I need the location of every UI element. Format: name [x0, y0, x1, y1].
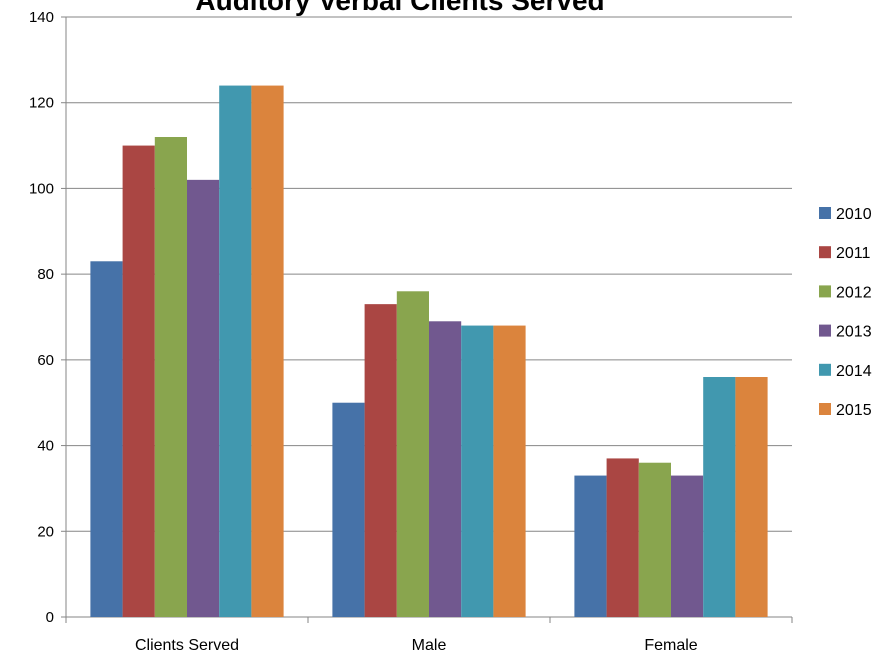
- x-category-label: Male: [412, 637, 447, 654]
- legend-swatch: [819, 403, 831, 415]
- bar: [187, 179, 220, 617]
- bar: [429, 321, 462, 617]
- y-tick-label: 40: [37, 438, 54, 455]
- legend-label: 2013: [836, 324, 872, 341]
- legend-label: 2015: [836, 402, 872, 419]
- bar: [251, 85, 284, 618]
- y-tick-label: 80: [37, 266, 54, 283]
- bar: [574, 475, 607, 617]
- x-category-label: Female: [644, 637, 697, 654]
- bars: [90, 85, 768, 618]
- bar: [671, 475, 704, 617]
- bar: [364, 304, 397, 617]
- bar: [332, 402, 365, 617]
- legend-label: 2010: [836, 206, 872, 223]
- bar: [219, 85, 252, 618]
- bar: [703, 377, 736, 617]
- legend-swatch: [819, 285, 831, 298]
- legend-swatch: [819, 246, 831, 259]
- bar: [638, 462, 671, 617]
- y-tick-label: 60: [37, 352, 54, 369]
- bar: [606, 458, 639, 617]
- y-tick-label: 20: [37, 523, 54, 540]
- legend-label: 2011: [836, 245, 871, 262]
- y-tick-label: 100: [29, 180, 54, 197]
- bar: [90, 261, 123, 617]
- x-category-label: Clients Served: [135, 637, 239, 654]
- legend-label: 2014: [836, 363, 872, 380]
- legend-swatch: [819, 363, 831, 376]
- chart-title: Auditory Verbal Clients Served: [195, 0, 604, 16]
- bar: [396, 291, 429, 617]
- legend-label: 2012: [836, 284, 872, 301]
- bar: [493, 325, 526, 617]
- legend-swatch: [819, 207, 831, 219]
- legend: 2010 2011 2012 2013 2014 2015: [819, 206, 872, 419]
- bar: [154, 137, 187, 617]
- y-tick-label: 0: [46, 609, 54, 626]
- bar: [461, 325, 494, 617]
- legend-swatch: [819, 324, 831, 337]
- bar: [122, 145, 155, 618]
- y-tick-label: 120: [29, 95, 54, 112]
- y-tick-label: 140: [29, 9, 54, 26]
- bar: [735, 377, 768, 617]
